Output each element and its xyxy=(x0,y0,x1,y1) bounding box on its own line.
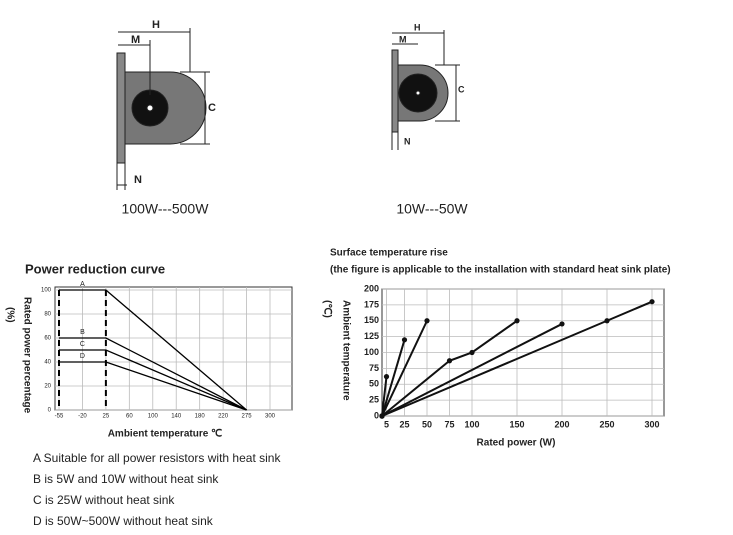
y-tick-label: 0 xyxy=(374,410,379,420)
series-line xyxy=(381,339,406,417)
x-tick-label: -55 xyxy=(55,414,64,420)
y-tick-label: 25 xyxy=(369,395,379,405)
x-tick-label: 150 xyxy=(509,419,524,429)
point xyxy=(604,318,610,324)
dim-label: M xyxy=(131,34,140,46)
chart-subtitle: (the figure is applicable to the install… xyxy=(330,265,671,276)
y-tick-label: 20 xyxy=(44,384,51,390)
y-tick-label: 100 xyxy=(364,347,379,357)
diagram-large xyxy=(116,28,210,190)
y-tick-label: 75 xyxy=(369,363,379,373)
y-tick-label: 80 xyxy=(44,312,51,318)
note: A Suitable for all power resistors with … xyxy=(33,451,281,465)
series-label: A xyxy=(80,281,85,288)
x-tick-label: 60 xyxy=(126,414,133,420)
x-tick-label: 200 xyxy=(554,419,569,429)
series-label: D xyxy=(80,353,85,360)
dim-label: N xyxy=(404,136,411,146)
note: C is 25W without heat sink xyxy=(33,493,175,507)
x-tick-label: 75 xyxy=(444,419,454,429)
x-tick-label: 180 xyxy=(195,414,206,420)
x-tick-label: 100 xyxy=(464,419,479,429)
y-tick-label: 60 xyxy=(44,336,51,342)
note: D is 50W~500W without heat sink xyxy=(33,514,214,528)
x-tick-label: 5 xyxy=(384,419,389,429)
x-label: Rated power (W) xyxy=(477,438,556,449)
x-tick-label: 250 xyxy=(599,419,614,429)
chart-title: Power reduction curve xyxy=(25,261,165,276)
y-tick-label: 200 xyxy=(364,283,379,293)
series-line xyxy=(59,337,247,411)
diagram-caption: 100W---500W xyxy=(122,201,210,217)
x-label: Ambient temperature ℃ xyxy=(108,429,223,440)
y-label: Rated power percentage xyxy=(21,297,32,414)
note: B is 5W and 10W without heat sink xyxy=(33,472,219,486)
y-tick-label: 150 xyxy=(364,315,379,325)
point xyxy=(514,318,520,324)
series-line xyxy=(59,289,247,411)
y-tick-label: 0 xyxy=(48,408,52,414)
dim-label: M xyxy=(399,34,407,44)
point xyxy=(383,374,390,380)
series-line xyxy=(59,349,247,411)
point xyxy=(401,337,408,343)
diagram-caption: 10W---50W xyxy=(396,201,468,217)
point xyxy=(424,318,430,324)
y-tick-label: 175 xyxy=(364,299,379,309)
x-tick-label: 25 xyxy=(399,419,409,429)
diagram-small xyxy=(391,30,460,150)
x-tick-label: -20 xyxy=(78,414,87,420)
x-tick-label: 25 xyxy=(103,414,110,420)
y-label: Ambient temperature xyxy=(340,300,351,401)
chart-title: Surface temperature rise xyxy=(330,248,448,259)
y-tick-label: 50 xyxy=(369,379,379,389)
point xyxy=(379,413,385,419)
x-tick-label: 220 xyxy=(218,414,229,420)
series-label: B xyxy=(80,329,85,336)
y-tick-label: 100 xyxy=(41,288,52,294)
series-line xyxy=(381,319,518,417)
point xyxy=(649,299,655,305)
y-tick-label: 40 xyxy=(44,360,51,366)
series-line xyxy=(381,320,428,417)
y-unit: (℃) xyxy=(321,300,332,318)
point xyxy=(446,358,453,364)
x-tick-label: 275 xyxy=(242,414,253,420)
dim-label: N xyxy=(134,174,142,186)
point xyxy=(559,321,565,327)
x-tick-label: 300 xyxy=(644,419,659,429)
dim-label: C xyxy=(208,102,216,114)
y-unit: (%) xyxy=(4,307,15,323)
x-tick-label: 100 xyxy=(148,414,159,420)
point xyxy=(469,349,475,356)
x-tick-label: 50 xyxy=(422,419,432,429)
dim-label: H xyxy=(152,19,160,31)
x-tick-label: 300 xyxy=(265,414,276,420)
series-line xyxy=(381,376,388,417)
dim-label: H xyxy=(414,22,421,32)
series-line xyxy=(381,323,563,417)
series-label: C xyxy=(80,341,85,348)
x-tick-label: 140 xyxy=(171,414,182,420)
y-tick-label: 125 xyxy=(364,331,379,341)
dim-label: C xyxy=(458,84,465,94)
series-line xyxy=(59,361,247,411)
